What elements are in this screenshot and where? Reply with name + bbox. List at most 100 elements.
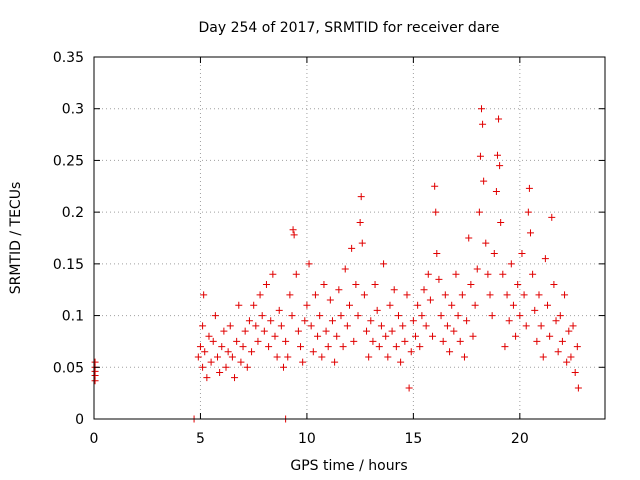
data-point	[256, 291, 264, 299]
data-point	[273, 353, 281, 361]
data-point	[443, 322, 451, 330]
data-point	[297, 343, 305, 351]
data-point	[452, 270, 460, 278]
data-point	[228, 353, 236, 361]
data-point	[448, 301, 456, 309]
data-point	[279, 363, 287, 371]
data-point	[412, 332, 420, 340]
data-point	[503, 291, 511, 299]
data-point	[282, 337, 290, 345]
data-point	[394, 312, 402, 320]
data-point	[407, 348, 415, 356]
data-point	[250, 301, 258, 309]
data-point	[426, 296, 434, 304]
data-point	[254, 337, 262, 345]
x-tick-label: 5	[196, 431, 205, 447]
data-point	[529, 270, 537, 278]
data-point	[441, 291, 449, 299]
data-point	[335, 286, 343, 294]
data-point	[476, 152, 484, 160]
data-point	[561, 291, 569, 299]
data-point	[305, 260, 313, 268]
x-axis-label: GPS time / hours	[290, 458, 407, 474]
data-point	[490, 250, 498, 258]
data-point	[320, 281, 328, 289]
data-point	[478, 105, 486, 113]
data-point	[284, 353, 292, 361]
data-point	[456, 337, 464, 345]
data-point	[220, 327, 228, 335]
data-point	[288, 312, 296, 320]
data-point	[339, 343, 347, 351]
data-point	[260, 327, 268, 335]
data-point	[226, 322, 234, 330]
data-point	[505, 317, 513, 325]
data-point	[493, 151, 501, 159]
data-point	[522, 322, 530, 330]
data-point	[565, 327, 573, 335]
data-point	[469, 332, 477, 340]
data-point	[501, 343, 509, 351]
data-point	[199, 322, 207, 330]
data-point	[569, 322, 577, 330]
data-point	[277, 322, 285, 330]
data-point	[495, 115, 503, 123]
data-point	[482, 239, 490, 247]
y-tick-label: 0.1	[62, 309, 84, 325]
data-point	[520, 291, 528, 299]
data-point	[337, 312, 345, 320]
data-point	[357, 193, 365, 201]
data-point	[409, 317, 417, 325]
data-point	[369, 337, 377, 345]
data-point	[480, 177, 488, 185]
data-point	[218, 343, 226, 351]
data-point	[548, 213, 556, 221]
data-point	[535, 291, 543, 299]
data-point	[454, 312, 462, 320]
data-point	[558, 337, 566, 345]
plot-frame	[93, 56, 606, 420]
data-point	[539, 353, 547, 361]
y-tick-label: 0.05	[53, 360, 84, 376]
data-point	[243, 363, 251, 371]
data-point	[567, 353, 575, 361]
data-point	[531, 306, 539, 314]
data-point	[507, 260, 515, 268]
data-point	[233, 337, 241, 345]
data-point	[541, 255, 549, 263]
data-point	[324, 343, 332, 351]
y-axis-label: SRMTID / TECUs	[8, 182, 24, 295]
data-point	[479, 120, 487, 128]
data-point	[311, 291, 319, 299]
data-point	[397, 358, 405, 366]
data-point	[265, 343, 273, 351]
data-point	[363, 327, 371, 335]
data-point	[231, 374, 239, 382]
data-point	[203, 374, 211, 382]
data-point	[524, 208, 532, 216]
y-tick-label: 0	[75, 412, 84, 428]
data-point	[199, 363, 207, 371]
data-point	[431, 182, 439, 190]
data-point	[205, 332, 213, 340]
data-point	[467, 281, 475, 289]
data-point	[552, 317, 560, 325]
data-point	[252, 322, 260, 330]
data-point	[275, 306, 283, 314]
tick-labels: 0 5 10 15 20 0 0.05 0.1 0.15 0.2 0.25 0.3 0.35	[53, 50, 529, 447]
x-tick-label: 10	[298, 431, 316, 447]
data-point	[392, 343, 400, 351]
data-point	[224, 348, 232, 356]
data-point	[262, 281, 270, 289]
data-point	[309, 348, 317, 356]
data-point	[533, 337, 541, 345]
data-point	[200, 291, 208, 299]
data-point	[463, 317, 471, 325]
data-point	[316, 312, 324, 320]
data-point	[322, 327, 330, 335]
data-point	[546, 332, 554, 340]
data-point	[422, 322, 430, 330]
data-point	[496, 162, 504, 170]
data-point	[326, 296, 334, 304]
data-point	[486, 291, 494, 299]
